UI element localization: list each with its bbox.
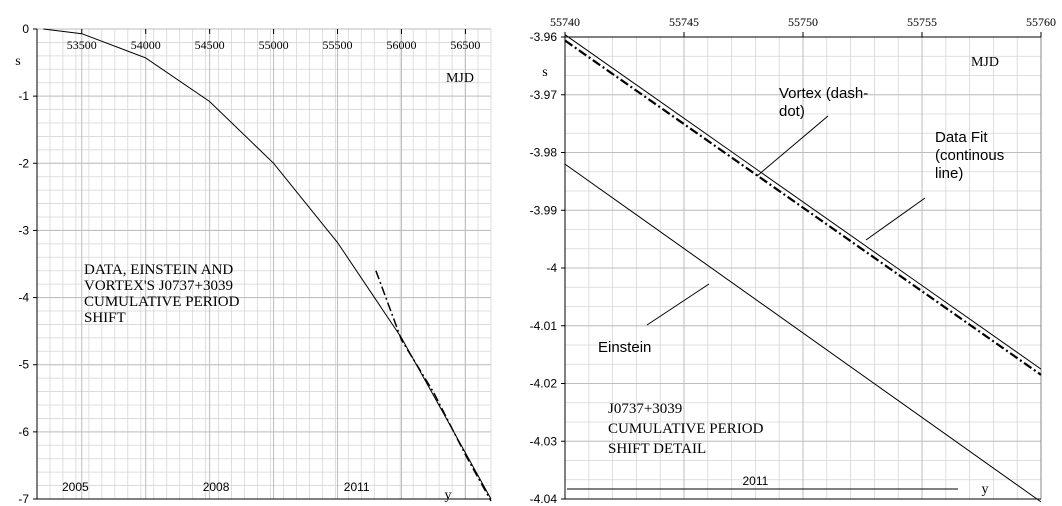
x-tick-label: 55755 xyxy=(907,15,937,29)
y-tick-label: -3.98 xyxy=(530,146,558,160)
x-tick-label: 55760 xyxy=(1026,15,1056,29)
series-line-solid xyxy=(564,163,1042,503)
secondary-axis-label: y xyxy=(445,488,452,503)
y-tick-label: -7 xyxy=(18,492,29,506)
y-tick-label: -4 xyxy=(18,291,29,305)
series-line-dash-dot xyxy=(375,270,492,502)
right-chart: -3.96 -3.97 -3.98 -3.99 -4 -4.01 -4.02 -4.03 -4.… xyxy=(530,15,1056,506)
y-tick-label: -5 xyxy=(18,358,29,372)
leader-line xyxy=(646,283,710,326)
y-tick-label: -3.99 xyxy=(530,203,558,217)
y-axis-label: s xyxy=(15,54,20,69)
annotation-text: SHIFT DETAIL xyxy=(608,441,706,457)
x-tick-label: 56500 xyxy=(450,38,480,52)
series-label: (continous xyxy=(935,147,1004,164)
y-tick-label: -3.97 xyxy=(530,88,558,102)
series-label: Vortex (dash- xyxy=(779,85,868,102)
y-tick-label: -4 xyxy=(546,261,557,275)
x-tick-label: 56000 xyxy=(386,38,416,52)
y-tick-label: -1 xyxy=(18,89,29,103)
series-label: Data Fit xyxy=(935,129,988,146)
annotation-text: DATA, EINSTEIN AND xyxy=(84,262,233,278)
x-axis-label: MJD xyxy=(971,55,999,70)
year-tick-label: 2011 xyxy=(344,480,370,494)
y-tick-label: -6 xyxy=(18,425,29,439)
y-tick-label: 0 xyxy=(22,22,29,36)
y-tick-label: -4.02 xyxy=(530,377,558,391)
leader-line xyxy=(865,197,926,241)
y-tick-label: -3.96 xyxy=(530,30,558,44)
year-tick-label: 2005 xyxy=(62,480,89,494)
x-tick-label: 53500 xyxy=(67,38,97,52)
series-label: dot) xyxy=(779,103,805,120)
x-tick-label: 54500 xyxy=(195,38,225,52)
series-line-dash-dot xyxy=(564,39,1042,376)
secondary-axis-label: y xyxy=(982,482,989,497)
x-tick-label: 55750 xyxy=(788,15,818,29)
x-tick-label: 55745 xyxy=(669,15,699,29)
annotation-text: SHIFT xyxy=(84,310,126,326)
y-tick-label: -4.01 xyxy=(530,319,558,333)
x-tick-label: 55000 xyxy=(259,38,289,52)
annotation-text: VORTEX'S J0737+3039 xyxy=(84,278,233,294)
annotation-text: CUMULATIVE PERIOD xyxy=(84,294,240,310)
y-tick-label: -4.03 xyxy=(530,434,558,448)
year-tick-label: 2011 xyxy=(742,474,768,488)
year-tick-label: 2008 xyxy=(203,480,230,494)
series-label: Einstein xyxy=(598,339,651,356)
series-line-solid xyxy=(564,34,1042,370)
x-tick-label: 55740 xyxy=(550,15,580,29)
y-tick-label: -3 xyxy=(18,223,29,237)
y-tick-label: -2 xyxy=(18,156,29,170)
y-axis-label: s xyxy=(542,65,547,80)
x-axis-label: MJD xyxy=(446,71,474,86)
left-chart: 0 -1 -2 -3 -4 -5 -6 -7 53500 54000 54500 55000 55500… xyxy=(15,22,492,506)
leader-line xyxy=(756,115,829,177)
annotation-text: CUMULATIVE PERIOD xyxy=(608,421,764,437)
x-tick-label: 54000 xyxy=(131,38,161,52)
y-tick-label: -4.04 xyxy=(530,492,558,506)
x-tick-label: 55500 xyxy=(323,38,353,52)
series-label: line) xyxy=(935,165,963,182)
annotation-text: J0737+3039 xyxy=(608,401,682,417)
